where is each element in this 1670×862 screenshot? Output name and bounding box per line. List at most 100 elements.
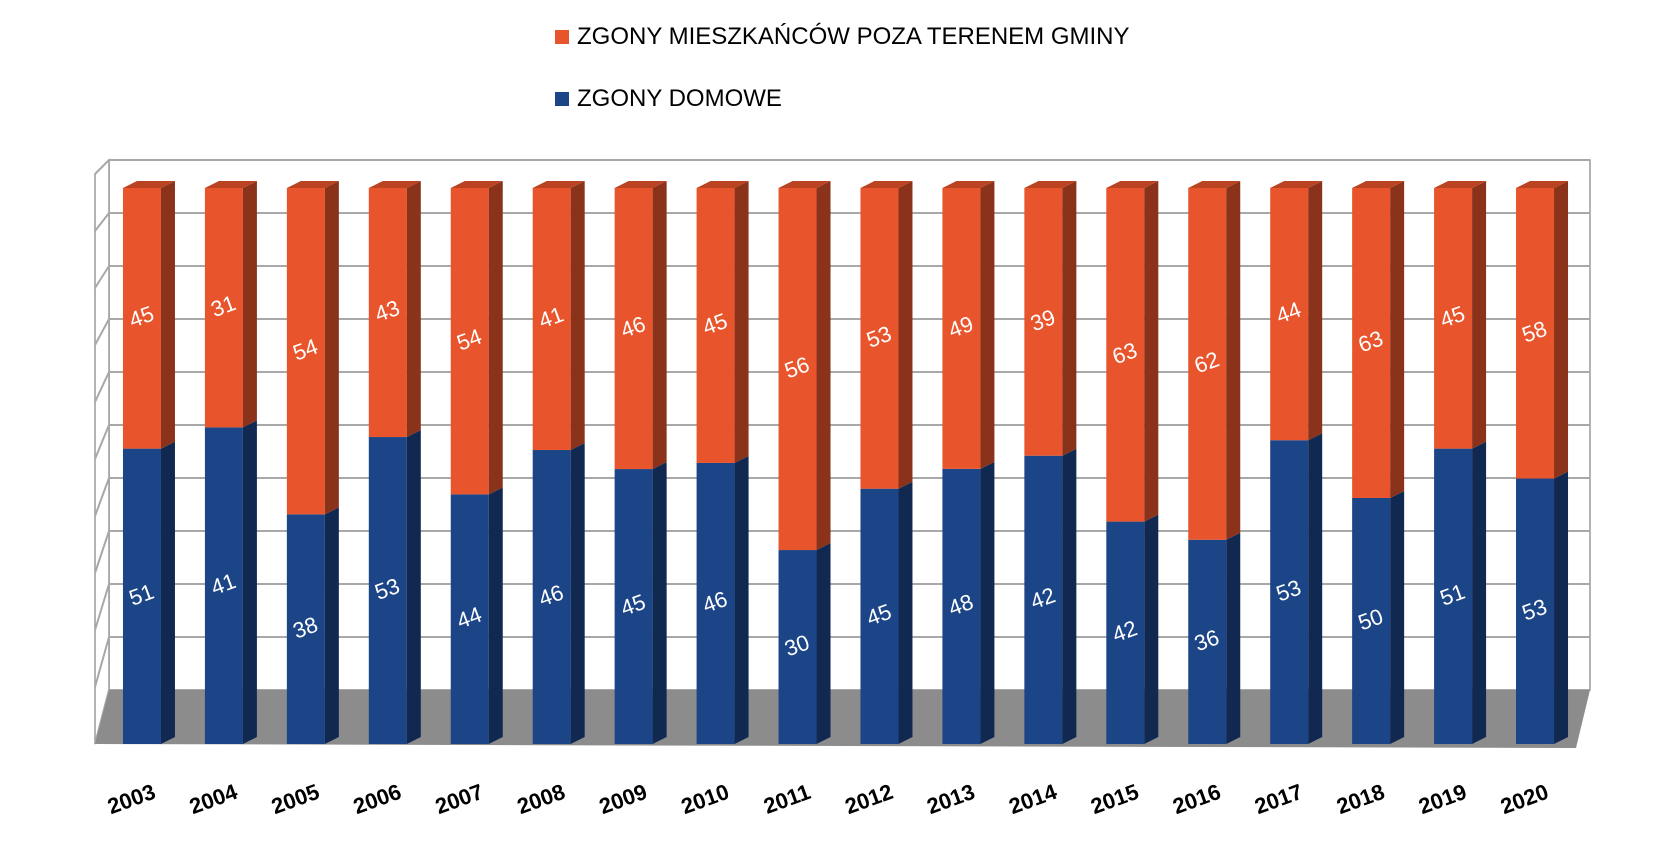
bar-home-2005[interactable] bbox=[286, 507, 339, 744]
bar-home-2009-front bbox=[614, 469, 653, 744]
bar-outside-2011-side bbox=[816, 181, 831, 551]
bar-home-2011[interactable] bbox=[778, 543, 831, 744]
bar-outside-2016[interactable] bbox=[1188, 181, 1241, 540]
bar-cap-2007 bbox=[450, 181, 503, 188]
bar-home-2008[interactable] bbox=[532, 443, 585, 744]
bar-home-2009[interactable] bbox=[614, 462, 667, 744]
bar-home-2012[interactable] bbox=[860, 481, 913, 744]
bar-home-2009-side bbox=[652, 462, 667, 744]
bar-home-2012-front bbox=[860, 488, 899, 744]
x-tick-label-2011: 2011 bbox=[760, 779, 813, 819]
bar-outside-2017-front bbox=[1270, 188, 1309, 441]
x-tick-label-2009: 2009 bbox=[596, 779, 651, 819]
bar-outside-2019-side bbox=[1472, 181, 1487, 449]
bar-outside-2011-front bbox=[778, 188, 817, 551]
bar-outside-2014[interactable] bbox=[1024, 181, 1077, 456]
bar-outside-2012[interactable] bbox=[860, 181, 913, 489]
bar-home-2019-side bbox=[1472, 441, 1487, 744]
bar-outside-2003-front bbox=[122, 188, 161, 449]
bar-home-2010-front bbox=[696, 462, 735, 744]
bar-cap-2008 bbox=[532, 181, 585, 188]
bar-outside-2013[interactable] bbox=[942, 181, 995, 469]
gridline-side bbox=[94, 371, 110, 403]
x-tick-label-2006: 2006 bbox=[350, 779, 405, 819]
bar-home-2004[interactable] bbox=[204, 420, 257, 744]
bar-cap-2013 bbox=[942, 181, 995, 188]
bar-outside-2011[interactable] bbox=[778, 181, 831, 551]
bar-outside-2008-side bbox=[570, 181, 585, 451]
bar-outside-2007-front bbox=[450, 188, 489, 495]
bar-home-2020[interactable] bbox=[1516, 471, 1569, 744]
bar-outside-2009-side bbox=[652, 181, 667, 470]
bar-home-2003[interactable] bbox=[122, 441, 175, 744]
bar-home-2008-front bbox=[532, 450, 571, 744]
bar-home-2007[interactable] bbox=[450, 487, 503, 744]
bar-cap-2006 bbox=[368, 181, 421, 188]
gridline-side bbox=[94, 583, 110, 631]
bar-outside-2003-side bbox=[160, 181, 175, 449]
bar-outside-2009-front bbox=[614, 188, 653, 470]
x-tick-label-2020: 2020 bbox=[1497, 779, 1552, 819]
gridline-side bbox=[94, 424, 110, 460]
legend-item-home[interactable]: ZGONY DOMOWE bbox=[555, 80, 1130, 118]
x-tick-label-2013: 2013 bbox=[924, 779, 979, 819]
bar-home-2020-side bbox=[1554, 471, 1569, 744]
x-tick-label-2012: 2012 bbox=[842, 779, 897, 819]
bar-cap-2004 bbox=[204, 181, 257, 188]
x-axis: 2003 2004 2005 2006 2007 2008 2009 2010 2011 2012… bbox=[104, 779, 1552, 819]
legend-label-outside: ZGONY MIESZKAŃCÓW POZA TERENEM GMINY bbox=[577, 23, 1130, 50]
bar-home-2014[interactable] bbox=[1024, 448, 1077, 744]
x-tick-label-2016: 2016 bbox=[1169, 779, 1224, 819]
bar-home-2004-front bbox=[204, 427, 243, 744]
bar-outside-2016-side bbox=[1226, 181, 1241, 540]
bar-outside-2018[interactable] bbox=[1352, 181, 1405, 498]
x-tick-label-2019: 2019 bbox=[1415, 779, 1470, 819]
bar-outside-2007-side bbox=[488, 181, 503, 495]
bar-outside-2003[interactable] bbox=[122, 181, 175, 449]
bar-home-2003-side bbox=[160, 441, 175, 744]
bar-outside-2006[interactable] bbox=[368, 181, 421, 438]
bar-outside-2016-front bbox=[1188, 188, 1227, 540]
bar-outside-2019[interactable] bbox=[1434, 181, 1487, 449]
bar-outside-2010-front bbox=[696, 188, 735, 463]
bar-home-2013[interactable] bbox=[942, 461, 995, 744]
bar-cap-2016 bbox=[1188, 181, 1241, 188]
bar-home-2010-side bbox=[734, 455, 749, 744]
bar-cap-2011 bbox=[778, 181, 831, 188]
x-tick-label-2008: 2008 bbox=[514, 779, 569, 819]
bar-outside-2008[interactable] bbox=[532, 181, 585, 451]
bar-home-2017[interactable] bbox=[1270, 433, 1323, 744]
bar-outside-2009[interactable] bbox=[614, 181, 667, 470]
bar-outside-2010[interactable] bbox=[696, 181, 749, 463]
bar-outside-2014-front bbox=[1024, 188, 1063, 456]
bar-home-2019[interactable] bbox=[1434, 441, 1487, 744]
bar-outside-2012-side bbox=[898, 181, 913, 489]
bar-home-2016[interactable] bbox=[1188, 532, 1241, 744]
bar-outside-2020-side bbox=[1554, 181, 1569, 479]
bar-outside-2005[interactable] bbox=[286, 181, 339, 515]
bar-home-2015[interactable] bbox=[1106, 514, 1159, 744]
bar-outside-2015[interactable] bbox=[1106, 181, 1159, 522]
gridline-side bbox=[94, 318, 110, 346]
x-tick-label-2017: 2017 bbox=[1251, 779, 1306, 819]
bar-outside-2008-front bbox=[532, 188, 571, 451]
x-tick-label-2010: 2010 bbox=[678, 779, 733, 819]
bar-outside-2017[interactable] bbox=[1270, 181, 1323, 441]
x-tick-label-2003: 2003 bbox=[104, 779, 159, 819]
bar-home-2016-side bbox=[1226, 532, 1241, 744]
legend: ZGONY MIESZKAŃCÓW POZA TERENEM GMINY ZGO… bbox=[555, 18, 1130, 142]
bar-home-2018[interactable] bbox=[1352, 490, 1405, 744]
bar-home-2020-front bbox=[1516, 478, 1555, 744]
legend-item-outside[interactable]: ZGONY MIESZKAŃCÓW POZA TERENEM GMINY bbox=[555, 18, 1130, 56]
bar-outside-2020[interactable] bbox=[1516, 181, 1569, 479]
x-tick-label-2015: 2015 bbox=[1087, 779, 1142, 819]
bar-outside-2004[interactable] bbox=[204, 181, 257, 428]
bar-home-2019-front bbox=[1434, 448, 1473, 744]
bar-home-2010[interactable] bbox=[696, 455, 749, 744]
bar-outside-2007[interactable] bbox=[450, 181, 503, 495]
bar-home-2004-side bbox=[242, 420, 257, 744]
bar-home-2011-side bbox=[816, 543, 831, 744]
bar-home-2006[interactable] bbox=[368, 430, 421, 744]
bar-cap-2005 bbox=[286, 181, 339, 188]
